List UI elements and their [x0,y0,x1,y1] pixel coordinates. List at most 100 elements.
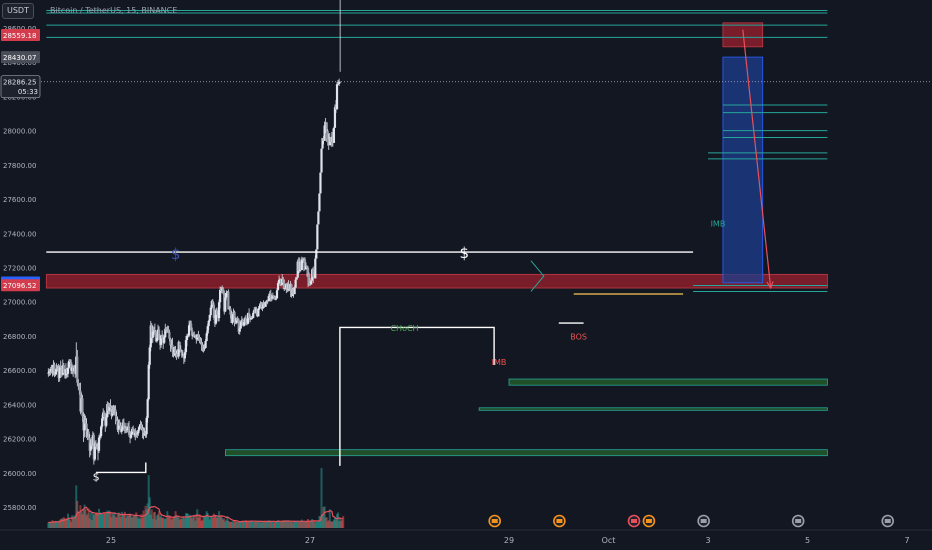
candle-body [154,331,158,342]
volume-bar [272,522,275,528]
volume-bar [310,521,313,528]
volume-bar [277,520,280,528]
y-tick-label: 26600.00 [3,367,36,375]
volume-bar [226,516,229,528]
candle [53,362,56,378]
annotation-liquidity-2: $ [93,470,100,483]
volume-bar [52,522,55,528]
candle [320,148,323,173]
volume-bar [112,514,115,528]
candle-body [305,265,309,269]
volume-bar [138,517,141,528]
candle-body [310,280,313,285]
volume-bar [78,513,81,528]
candle-body [300,259,303,271]
volume-bar [296,520,299,528]
volume-bar [102,514,105,528]
volume-bar [133,514,136,528]
candle-body [53,364,56,375]
candle [319,172,322,194]
candle [174,346,177,358]
volume-bar [152,512,155,528]
volume-bar [109,511,112,528]
candle-body [203,347,206,349]
volume-bar [300,519,303,528]
volume-bar [162,517,165,528]
structure-marker [530,260,545,292]
last-price-countdown: 05:33 [18,88,38,96]
candle-body [207,320,210,327]
candle-body [54,371,57,375]
candle-body [339,81,342,83]
candle-body [77,382,80,385]
candle [191,327,194,340]
volume-bar [87,508,90,528]
candle-body [85,423,88,437]
volume-bar [66,513,69,528]
volume-bar [309,521,312,528]
candle [83,413,86,438]
volume-bar [170,519,173,528]
volume-bar [104,513,107,528]
volume-bar [103,512,106,528]
volume-bar [224,521,227,528]
candle-body [212,304,215,318]
candle-body [269,293,272,299]
candle-body [136,433,139,435]
volume-bar [129,513,132,528]
currency-selector[interactable]: USDT [2,3,34,19]
candle [335,81,339,110]
candle-body [247,313,251,318]
volume-bar [137,519,140,528]
volume-bar [106,510,109,528]
volume-bar [260,520,263,528]
candle-body [103,412,106,418]
candle [257,308,260,317]
volume-bar [206,513,209,528]
candle-body [161,335,164,339]
volume-bar [213,516,216,528]
volume-bar [229,522,232,528]
candle-body [157,329,161,340]
candle-body [151,331,154,338]
candle-body [185,336,189,341]
volume-bar [285,521,288,528]
x-tick-label: 7 [904,536,909,545]
volume-bar [257,520,260,528]
volume-bar [268,520,271,528]
y-tick-label: 28000.00 [3,128,36,136]
candle-body [251,317,254,319]
candle-body [168,331,171,339]
volume-bar [54,520,57,528]
volume-bar [217,517,220,528]
volume-bar [108,510,111,528]
event-icon-mark [700,519,707,523]
volume-bar [122,514,125,528]
candle-body [272,296,276,298]
candle [97,434,101,453]
volume-bar [291,522,294,528]
volume-bar [89,512,92,528]
candle-body [204,341,207,348]
time-axis [0,530,932,550]
volume-bar [68,517,71,528]
candle [69,359,73,374]
candle-body [94,443,98,447]
candle-body [229,308,232,315]
volume-bar [242,520,245,528]
volume-bar [333,517,336,528]
candle-body [138,427,141,430]
candle-body [307,274,311,284]
candle-body [244,318,248,323]
volume-bar [269,522,272,528]
volume-bar [290,521,293,528]
candle [231,313,234,325]
volume-bar [147,475,150,528]
volume-bar [72,519,75,528]
candle-body [242,322,245,326]
volume-bar [211,517,214,528]
volume-bar [150,509,153,528]
volume-bar [332,519,335,528]
volume-bar [105,512,108,528]
